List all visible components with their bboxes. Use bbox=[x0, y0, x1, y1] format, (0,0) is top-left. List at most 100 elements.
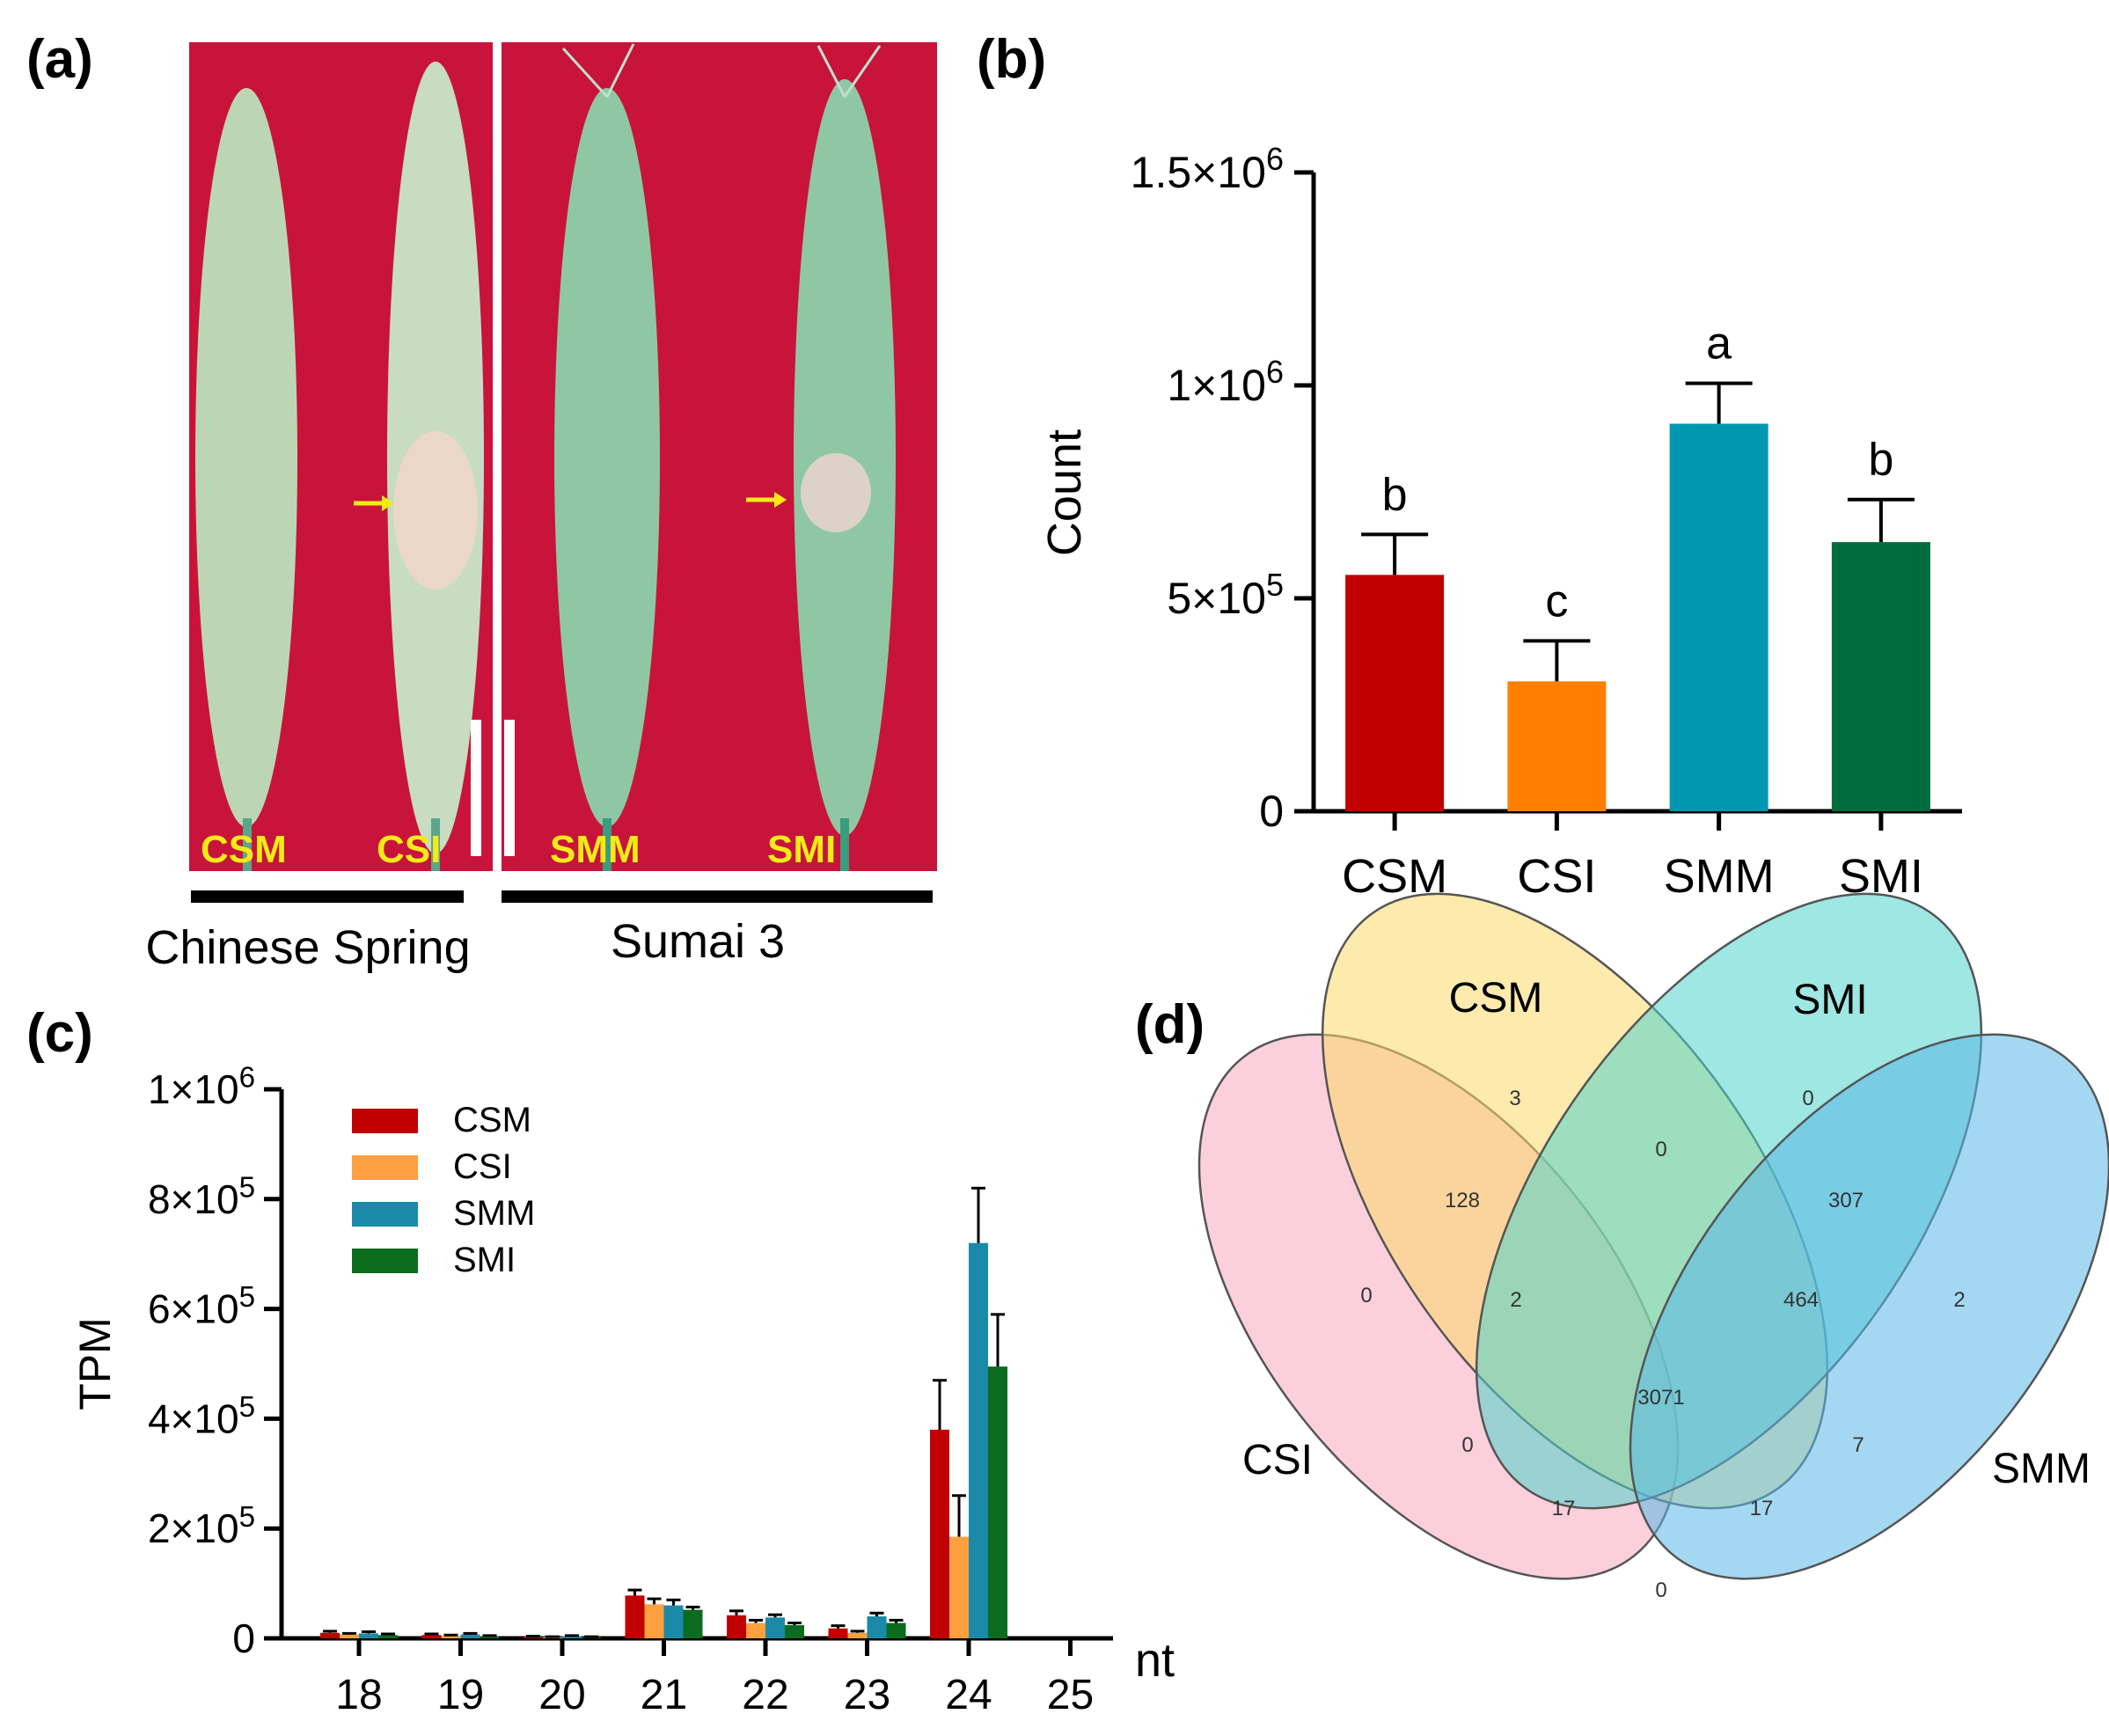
b-significance-letter: c bbox=[1545, 575, 1568, 626]
venn-region-count: 0 bbox=[1461, 1433, 1473, 1457]
venn-region-count: 464 bbox=[1783, 1288, 1819, 1312]
c-legend-swatch-smi bbox=[352, 1249, 418, 1273]
b-y-tick-label: 1×106 bbox=[1167, 354, 1284, 410]
c-bar-smm-24 bbox=[969, 1242, 988, 1638]
c-bar-smm-23 bbox=[867, 1616, 887, 1638]
venn-region-count: 17 bbox=[1750, 1497, 1774, 1520]
c-bar-smm-20 bbox=[562, 1636, 582, 1638]
venn-region-count: 0 bbox=[1655, 1579, 1666, 1602]
c-bar-smi-18 bbox=[378, 1635, 398, 1638]
c-bar-csi-18 bbox=[340, 1634, 359, 1638]
wheat-spike-smm bbox=[554, 43, 660, 871]
c-bar-smm-21 bbox=[663, 1605, 684, 1638]
b-bar-smi bbox=[1831, 542, 1930, 811]
venn-region-count: 2 bbox=[1510, 1288, 1521, 1312]
b-x-tick-label: SMM bbox=[1664, 850, 1775, 903]
c-bar-csi-23 bbox=[847, 1632, 868, 1638]
panel-c: (c) 0 2×105 4×105 6×105 8×105 1×106 TPM nt 18 19 2… bbox=[26, 1003, 1175, 1718]
venn-label-smi: SMI bbox=[1792, 977, 1867, 1023]
c-bar-csi-24 bbox=[949, 1536, 969, 1638]
panel-b: (b) 05×1051×1061.5×106CountCSMbCSIcSMMaS… bbox=[977, 29, 1962, 903]
tpm-bar-chart: 0 2×105 4×105 6×105 8×105 1×106 TPM nt 18 19 20 21 2… bbox=[70, 1062, 1175, 1718]
b-x-tick-label: CSI bbox=[1517, 850, 1596, 903]
b-significance-letter: b bbox=[1382, 469, 1408, 520]
c-bar-csm-22 bbox=[727, 1615, 746, 1638]
spike-label-smi: SMI bbox=[767, 828, 836, 871]
group-bar-chinese-spring bbox=[191, 890, 464, 903]
venn-region-count: 0 bbox=[1802, 1087, 1813, 1110]
wheat-spike-csm bbox=[195, 88, 297, 871]
venn-label-csm: CSM bbox=[1449, 975, 1543, 1022]
group-label-sumai-3: Sumai 3 bbox=[611, 915, 785, 968]
venn-region-count: 128 bbox=[1445, 1189, 1480, 1212]
wheat-spike-smi bbox=[794, 45, 896, 871]
c-x-tick-label: 23 bbox=[844, 1672, 890, 1718]
panel-label-a: (a) bbox=[26, 29, 93, 90]
c-bar-smi-22 bbox=[785, 1625, 804, 1638]
c-bar-smm-22 bbox=[765, 1617, 785, 1638]
c-bar-csi-19 bbox=[441, 1636, 461, 1638]
venn-region-count: 0 bbox=[1360, 1284, 1372, 1307]
arrow-icon-smi bbox=[746, 492, 787, 508]
venn-label-smm: SMM bbox=[1992, 1446, 2091, 1492]
venn-region-count: 0 bbox=[1655, 1138, 1666, 1161]
venn-region-count: 3071 bbox=[1637, 1386, 1684, 1410]
group-bar-sumai-3 bbox=[502, 890, 933, 903]
c-x-tick-label: 22 bbox=[742, 1672, 788, 1718]
b-y-tick-label: 5×105 bbox=[1167, 567, 1284, 623]
c-x-tick-label: 20 bbox=[538, 1672, 585, 1718]
c-bar-smi-21 bbox=[683, 1609, 703, 1638]
c-x-tick-label: 24 bbox=[945, 1672, 992, 1718]
c-x-tick-label: 21 bbox=[641, 1672, 687, 1718]
c-y-tick-label: 6×105 bbox=[148, 1281, 255, 1331]
panel-a: (a) bbox=[26, 29, 937, 974]
c-bar-csm-21 bbox=[625, 1595, 645, 1638]
c-y-axis-label: TPM bbox=[70, 1317, 120, 1410]
c-bar-csi-21 bbox=[644, 1604, 664, 1638]
c-y-tick-label: 4×105 bbox=[148, 1391, 255, 1441]
venn-region-count: 2 bbox=[1953, 1288, 1965, 1312]
c-bar-csm-24 bbox=[930, 1429, 949, 1638]
arrow-icon-csi bbox=[354, 495, 394, 511]
c-legend-label-smi: SMI bbox=[453, 1241, 516, 1279]
venn-diagram: CSI CSM SMI SMM 3 0 0 128 307 0 2 464 2 3071 0 7 17 17 0 bbox=[1197, 892, 2109, 1602]
c-y-tick-label: 2×105 bbox=[148, 1501, 255, 1551]
c-legend-swatch-smm bbox=[352, 1202, 418, 1227]
group-label-chinese-spring: Chinese Spring bbox=[145, 921, 470, 974]
photo-divider bbox=[493, 42, 502, 871]
panel-label-b: (b) bbox=[977, 29, 1046, 90]
spike-label-csi: CSI bbox=[377, 828, 441, 871]
c-legend-label-csi: CSI bbox=[453, 1147, 512, 1186]
venn-region-count: 307 bbox=[1828, 1189, 1864, 1212]
b-bar-csm bbox=[1345, 575, 1445, 811]
panel-label-d: (d) bbox=[1135, 994, 1205, 1055]
b-bar-csi bbox=[1507, 681, 1607, 811]
c-x-tick-label: 19 bbox=[437, 1672, 484, 1718]
venn-region-count: 7 bbox=[1852, 1433, 1864, 1457]
c-bar-smi-19 bbox=[480, 1636, 500, 1638]
b-y-tick-label: 1.5×106 bbox=[1131, 141, 1284, 197]
venn-set-smm bbox=[1629, 1033, 2109, 1580]
c-x-tick-label: 18 bbox=[335, 1672, 382, 1718]
scale-bar-right bbox=[504, 720, 515, 856]
scale-bar-left bbox=[471, 720, 481, 856]
b-y-tick-label: 0 bbox=[1259, 787, 1284, 836]
c-bar-csm-20 bbox=[524, 1637, 543, 1638]
c-y-tick-label: 8×105 bbox=[148, 1171, 255, 1221]
b-bar-smm bbox=[1669, 423, 1768, 811]
panel-d: (d) CSI CSM SMI SMM 3 0 0 128 307 0 2 464 2 3071 0 7 17 1… bbox=[1135, 892, 2109, 1602]
b-significance-letter: a bbox=[1706, 319, 1732, 370]
b-significance-letter: b bbox=[1868, 435, 1893, 486]
c-bar-smm-19 bbox=[460, 1634, 480, 1638]
venn-region-count: 3 bbox=[1509, 1087, 1520, 1110]
c-bar-csm-23 bbox=[828, 1628, 848, 1638]
spike-label-csm: CSM bbox=[201, 828, 287, 871]
panel-label-c: (c) bbox=[26, 1003, 93, 1064]
c-y-tick-label: 1×106 bbox=[148, 1062, 255, 1112]
spike-label-smm: SMM bbox=[550, 828, 641, 871]
c-bar-smm-18 bbox=[359, 1633, 378, 1638]
venn-region-count: 17 bbox=[1552, 1497, 1576, 1520]
c-bar-csi-22 bbox=[746, 1622, 765, 1638]
